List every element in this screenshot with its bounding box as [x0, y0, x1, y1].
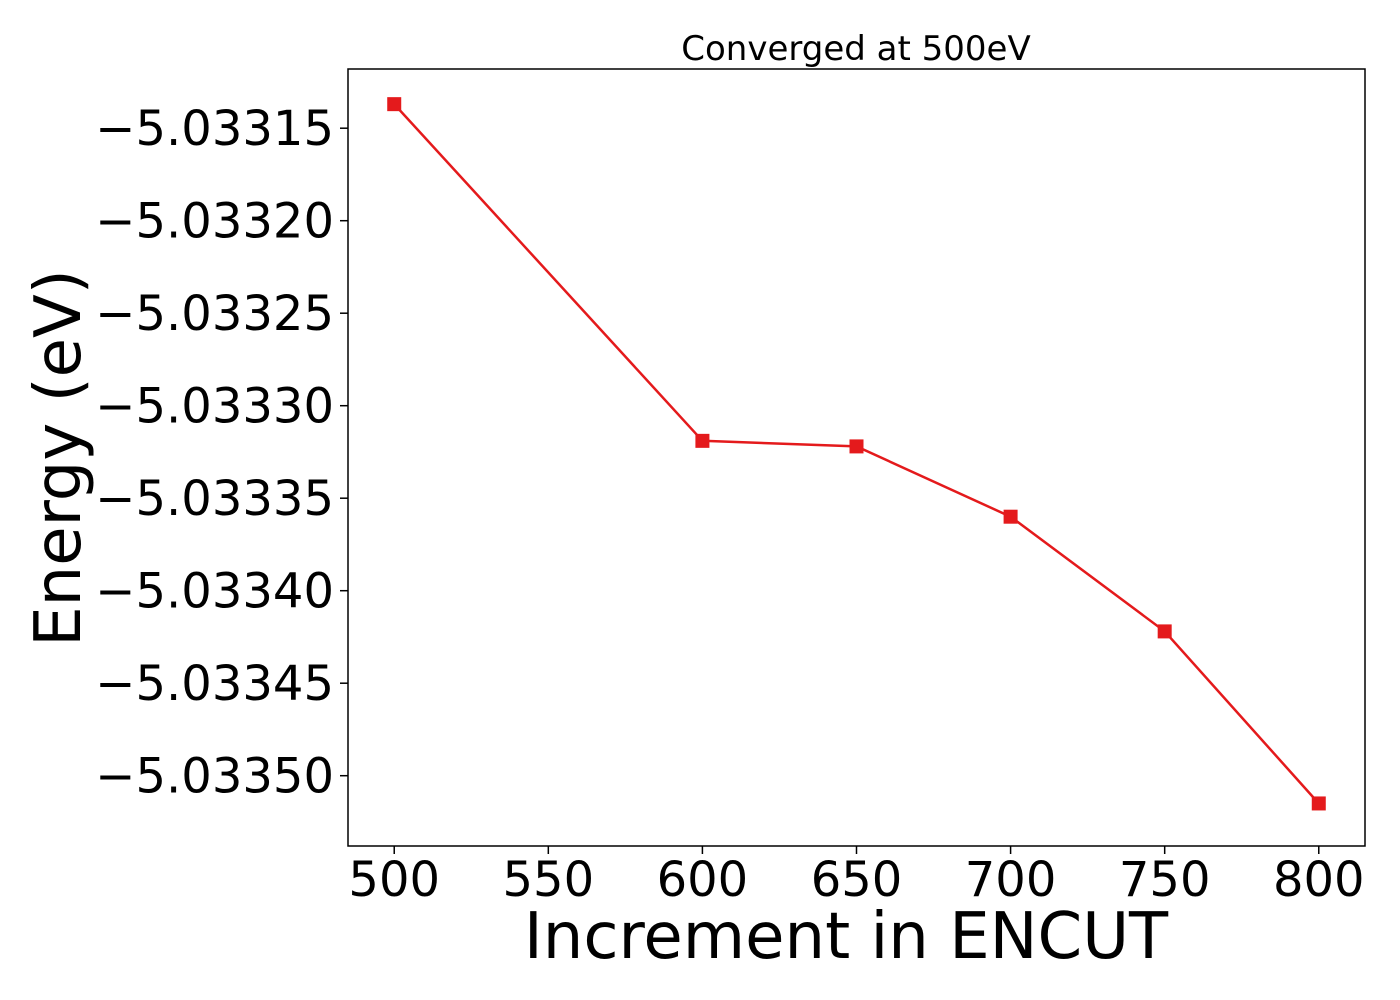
data-point-marker	[1311, 796, 1326, 811]
data-point-marker	[695, 433, 710, 448]
y-tick-label: −5.03325	[95, 286, 334, 342]
y-tick-label: −5.03330	[95, 379, 334, 435]
data-point-marker	[849, 439, 864, 454]
data-point-marker	[387, 97, 402, 112]
x-tick-label: 750	[1119, 852, 1211, 908]
x-axis-title: Increment in ENCUT	[524, 900, 1169, 974]
x-tick-label: 650	[811, 852, 903, 908]
y-tick-label: −5.03345	[95, 656, 334, 712]
data-point-marker	[1157, 624, 1172, 639]
y-tick-label: −5.03350	[95, 749, 334, 805]
x-tick-label: 550	[503, 852, 595, 908]
y-tick-label: −5.03335	[95, 471, 334, 527]
x-tick-label: 500	[348, 852, 440, 908]
x-tick-label: 600	[657, 852, 749, 908]
y-axis-title: Energy (eV)	[22, 269, 96, 647]
y-axis-ticks: −5.03315 −5.03320 −5.03325 −5.03330 −5.03335…	[95, 101, 348, 805]
y-tick-label: −5.03340	[95, 564, 334, 620]
y-tick-label: −5.03320	[95, 194, 334, 250]
data-point-marker	[1003, 509, 1018, 524]
series-line	[393, 103, 1320, 805]
series-energy	[387, 97, 1326, 811]
x-axis-ticks: 500 550 600 650 700 750 800	[348, 846, 1365, 908]
chart-title: Converged at 500eV	[681, 29, 1030, 69]
y-tick-label: −5.03315	[95, 101, 334, 157]
x-tick-label: 800	[1273, 852, 1365, 908]
plot-frame	[347, 68, 1366, 847]
x-tick-label: 700	[965, 852, 1057, 908]
